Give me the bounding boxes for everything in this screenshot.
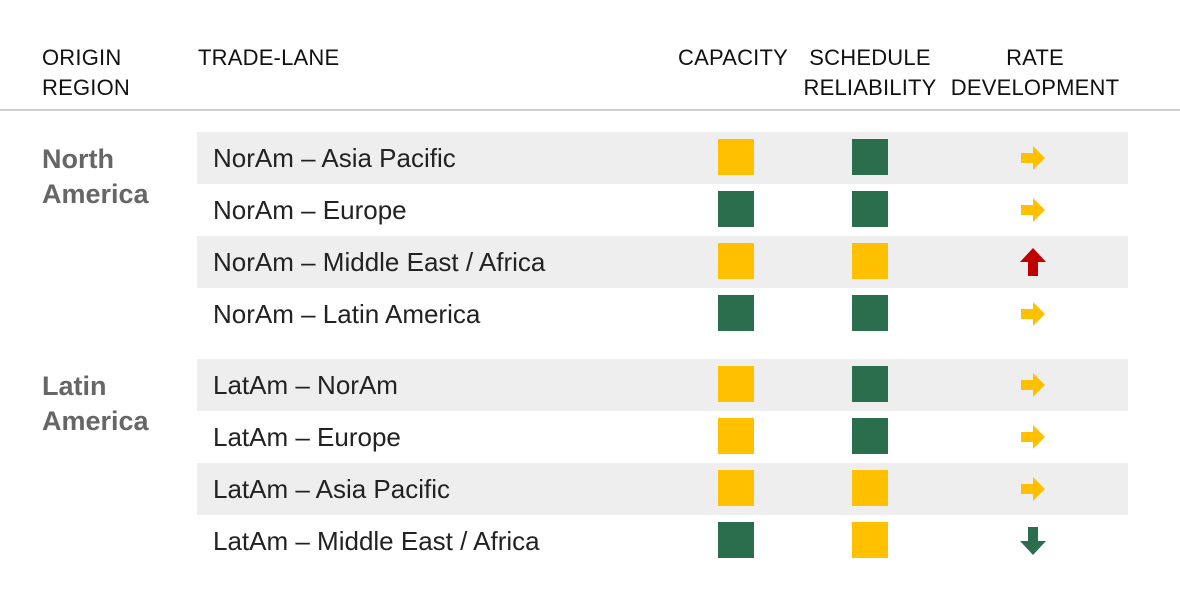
trade-lane-label: LatAm – Asia Pacific [213,474,450,504]
trade-lane-label: NorAm – Europe [213,195,407,225]
reliability-indicator [852,191,888,227]
table-row: NorAm – Europe [197,184,1128,236]
header-rate-line-2: DEVELOPMENT [950,75,1120,100]
rate-arrow-icon [1015,296,1051,332]
rate-arrow-icon [1015,471,1051,507]
trade-lane-label: LatAm – Middle East / Africa [213,526,540,556]
header-schedule-line-1: SCHEDULE [809,45,931,70]
table-row: LatAm – Europe [197,411,1128,463]
header-trade-lane: TRADE-LANE [198,45,340,70]
rate-arrow-icon [1015,523,1051,559]
table-row: LatAm – NorAm [197,359,1128,411]
header-schedule-line-2: RELIABILITY [803,75,937,100]
region-label-line-2: America [42,406,149,436]
capacity-indicator [718,191,754,227]
header-rate-line-1: RATE [1006,45,1064,70]
region-label-north-america: North America [42,142,149,212]
reliability-indicator [852,470,888,506]
capacity-indicator [718,139,754,175]
reliability-indicator [852,139,888,175]
trade-lane-label: LatAm – Europe [213,422,401,452]
reliability-indicator [852,366,888,402]
trade-lane-label: NorAm – Middle East / Africa [213,247,546,277]
reliability-indicator [852,295,888,331]
trade-lane-label: NorAm – Asia Pacific [213,143,456,173]
trade-lane-label: LatAm – NorAm [213,370,398,400]
header-schedule-reliability: SCHEDULE RELIABILITY [802,43,938,103]
table-row: NorAm – Asia Pacific [197,132,1128,184]
region-label-line-2: America [42,179,149,209]
rate-arrow-icon [1015,419,1051,455]
header-origin-line-1: ORIGIN [42,45,122,70]
capacity-indicator [718,418,754,454]
reliability-indicator [852,243,888,279]
table-row: LatAm – Asia Pacific [197,463,1128,515]
region-label-line-1: Latin [42,371,107,401]
rate-arrow-icon [1015,192,1051,228]
region-label-latin-america: Latin America [42,369,149,439]
header-divider [0,109,1180,111]
trade-lane-label: NorAm – Latin America [213,299,481,329]
reliability-indicator [852,418,888,454]
capacity-indicator [718,366,754,402]
capacity-indicator [718,295,754,331]
rate-arrow-icon [1015,244,1051,280]
table-row: NorAm – Middle East / Africa [197,236,1128,288]
header-origin-line-2: REGION [42,75,130,100]
header-origin-region: ORIGIN REGION [42,43,130,103]
header-capacity: CAPACITY [678,45,788,70]
region-label-line-1: North [42,144,114,174]
rate-arrow-icon [1015,140,1051,176]
table-row: LatAm – Middle East / Africa [197,515,1128,567]
capacity-indicator [718,243,754,279]
table-row: NorAm – Latin America [197,288,1128,340]
reliability-indicator [852,522,888,558]
capacity-indicator [718,470,754,506]
rate-arrow-icon [1015,367,1051,403]
capacity-indicator [718,522,754,558]
header-rate-development: RATE DEVELOPMENT [944,43,1126,103]
